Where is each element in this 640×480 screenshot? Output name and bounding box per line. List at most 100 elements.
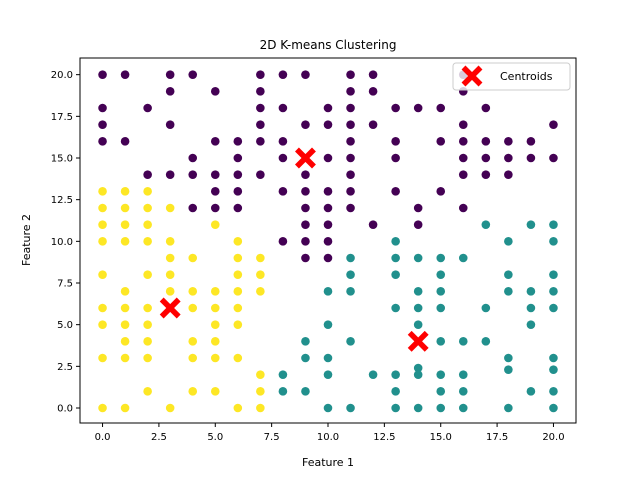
data-point [166, 287, 175, 296]
data-point [143, 354, 152, 363]
data-point [504, 365, 513, 374]
data-point [301, 220, 310, 229]
x-tick-label: 12.5 [373, 432, 395, 443]
data-point [414, 287, 423, 296]
data-point [504, 154, 513, 163]
data-point [391, 254, 400, 263]
data-point [391, 104, 400, 113]
data-point [436, 337, 445, 346]
y-tick-label: 2.5 [57, 362, 73, 373]
data-point [301, 70, 310, 79]
data-point [436, 187, 445, 196]
data-point [346, 137, 355, 146]
data-point [234, 137, 243, 146]
data-point [256, 387, 265, 396]
data-point [301, 187, 310, 196]
data-point [527, 137, 536, 146]
data-point [256, 370, 265, 379]
data-point [188, 170, 197, 179]
data-point [436, 104, 445, 113]
data-point [324, 370, 333, 379]
data-point [324, 104, 333, 113]
data-point [482, 170, 491, 179]
data-point [121, 70, 130, 79]
data-point [324, 404, 333, 413]
y-tick-label: 7.5 [57, 279, 73, 290]
data-point [211, 87, 220, 96]
data-point [346, 154, 355, 163]
data-point [391, 154, 400, 163]
data-point [279, 370, 288, 379]
data-point [391, 237, 400, 246]
x-axis: 0.0 2.5 5.0 7.5 10.0 12.5 15.0 17.5 20.0 [95, 423, 565, 443]
data-point [121, 354, 130, 363]
x-axis-label: Feature 1 [302, 456, 354, 469]
data-point [346, 270, 355, 279]
y-tick-label: 0.0 [57, 404, 73, 415]
data-point [234, 154, 243, 163]
data-point [436, 254, 445, 263]
data-point [549, 220, 558, 229]
data-point [459, 154, 468, 163]
data-point [121, 204, 130, 213]
data-point [391, 270, 400, 279]
legend-label-centroids: Centroids [500, 70, 553, 83]
data-point [234, 254, 243, 263]
data-point [188, 337, 197, 346]
data-point [391, 137, 400, 146]
data-point [459, 404, 468, 413]
data-point [369, 220, 378, 229]
data-point [414, 104, 423, 113]
data-point [436, 137, 445, 146]
data-point [166, 170, 175, 179]
data-point [279, 154, 288, 163]
data-point [482, 337, 491, 346]
centroid-marker [410, 333, 427, 350]
chart-title: 2D K-means Clustering [260, 38, 397, 52]
data-point [234, 287, 243, 296]
data-point [527, 320, 536, 329]
data-point [98, 120, 107, 129]
data-point [459, 254, 468, 263]
data-point [143, 304, 152, 313]
data-point [549, 120, 558, 129]
data-point [324, 154, 333, 163]
x-tick-label: 5.0 [207, 432, 223, 443]
data-point [143, 187, 152, 196]
data-point [143, 337, 152, 346]
data-point [98, 404, 107, 413]
data-point [459, 120, 468, 129]
data-point [391, 304, 400, 313]
data-point [211, 304, 220, 313]
data-point [301, 354, 310, 363]
x-tick-label: 20.0 [542, 432, 564, 443]
data-point [301, 337, 310, 346]
data-point [166, 237, 175, 246]
data-point [256, 87, 265, 96]
data-point [504, 270, 513, 279]
data-point [324, 237, 333, 246]
data-point [324, 120, 333, 129]
data-point [549, 354, 558, 363]
data-point [211, 287, 220, 296]
data-point [143, 320, 152, 329]
data-point [459, 387, 468, 396]
data-point [121, 404, 130, 413]
data-point [234, 354, 243, 363]
data-point [324, 187, 333, 196]
data-point [346, 204, 355, 213]
data-point [188, 287, 197, 296]
data-point [504, 237, 513, 246]
data-point [346, 104, 355, 113]
data-point [504, 137, 513, 146]
x-tick-label: 17.5 [486, 432, 508, 443]
data-point [436, 304, 445, 313]
data-point [414, 220, 423, 229]
data-point [234, 270, 243, 279]
y-tick-label: 17.5 [51, 112, 73, 123]
data-point [504, 354, 513, 363]
data-point [301, 387, 310, 396]
y-tick-label: 10.0 [51, 237, 73, 248]
data-point [211, 170, 220, 179]
